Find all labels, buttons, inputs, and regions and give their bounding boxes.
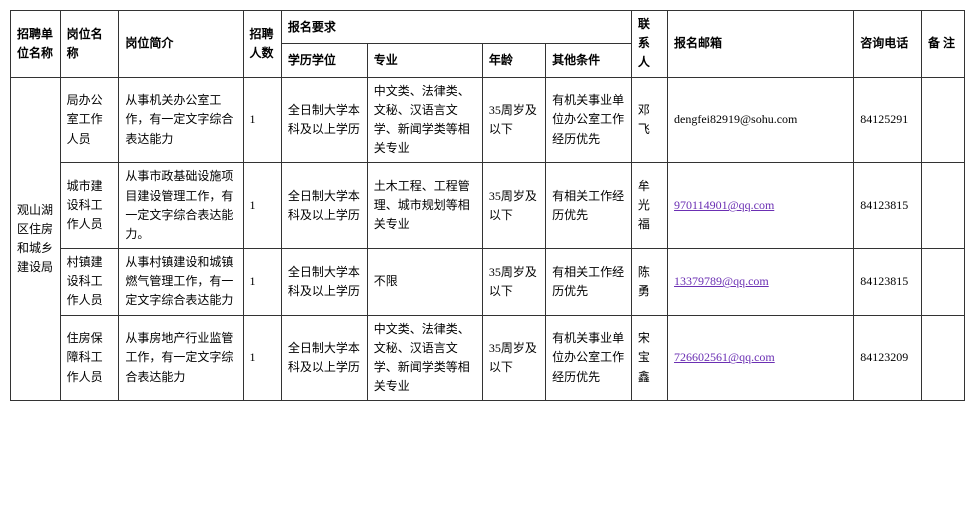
cell-email: 726602561@qq.com: [668, 315, 854, 401]
header-unit: 招聘单位名称: [11, 11, 61, 78]
cell-email: 970114901@qq.com: [668, 163, 854, 249]
table-row: 住房保障科工作人员从事房地产行业监管工作，有一定文字综合表达能力1全日制大学本科…: [11, 315, 965, 401]
cell-major: 中文类、法律类、文秘、汉语言文学、新闻学类等相关专业: [367, 77, 482, 163]
cell-phone: 84123815: [854, 163, 922, 249]
email-text: dengfei82919@sohu.com: [674, 112, 797, 126]
header-phone: 咨询电话: [854, 11, 922, 78]
cell-note: [922, 163, 965, 249]
cell-post: 村镇建设科工作人员: [60, 249, 119, 316]
cell-post: 住房保障科工作人员: [60, 315, 119, 401]
header-group-req: 报名要求: [281, 11, 631, 44]
cell-phone: 84125291: [854, 77, 922, 163]
cell-contact: 陈勇: [631, 249, 667, 316]
table-row: 村镇建设科工作人员从事村镇建设和城镇燃气管理工作，有一定文字综合表达能力1全日制…: [11, 249, 965, 316]
table-row: 城市建设科工作人员从事市政基础设施项目建设管理工作，有一定文字综合表达能力。1全…: [11, 163, 965, 249]
cell-desc: 从事市政基础设施项目建设管理工作，有一定文字综合表达能力。: [119, 163, 243, 249]
header-contact: 联系人: [631, 11, 667, 78]
cell-edu: 全日制大学本科及以上学历: [281, 163, 367, 249]
cell-age: 35周岁及以下: [482, 249, 545, 316]
header-post: 岗位名称: [60, 11, 119, 78]
recruitment-table: 招聘单位名称 岗位名称 岗位简介 招聘人数 报名要求 联系人 报名邮箱 咨询电话…: [10, 10, 965, 401]
cell-note: [922, 249, 965, 316]
cell-other: 有相关工作经历优先: [546, 163, 632, 249]
cell-age: 35周岁及以下: [482, 163, 545, 249]
cell-age: 35周岁及以下: [482, 315, 545, 401]
cell-unit: 观山湖区住房和城乡建设局: [11, 77, 61, 401]
cell-edu: 全日制大学本科及以上学历: [281, 315, 367, 401]
cell-email: dengfei82919@sohu.com: [668, 77, 854, 163]
email-link[interactable]: 726602561@qq.com: [674, 350, 775, 364]
cell-other: 有相关工作经历优先: [546, 249, 632, 316]
cell-desc: 从事房地产行业监管工作，有一定文字综合表达能力: [119, 315, 243, 401]
header-age: 年龄: [482, 44, 545, 77]
cell-num: 1: [243, 163, 281, 249]
cell-post: 局办公室工作人员: [60, 77, 119, 163]
cell-major: 不限: [367, 249, 482, 316]
header-desc: 岗位简介: [119, 11, 243, 78]
cell-desc: 从事机关办公室工作，有一定文字综合表达能力: [119, 77, 243, 163]
cell-desc: 从事村镇建设和城镇燃气管理工作，有一定文字综合表达能力: [119, 249, 243, 316]
cell-email: 13379789@qq.com: [668, 249, 854, 316]
cell-num: 1: [243, 249, 281, 316]
cell-contact: 牟光福: [631, 163, 667, 249]
cell-age: 35周岁及以下: [482, 77, 545, 163]
cell-phone: 84123209: [854, 315, 922, 401]
cell-other: 有机关事业单位办公室工作经历优先: [546, 77, 632, 163]
cell-note: [922, 315, 965, 401]
email-link[interactable]: 13379789@qq.com: [674, 274, 769, 288]
cell-major: 中文类、法律类、文秘、汉语言文学、新闻学类等相关专业: [367, 315, 482, 401]
email-link[interactable]: 970114901@qq.com: [674, 198, 774, 212]
header-email: 报名邮箱: [668, 11, 854, 78]
cell-contact: 邓飞: [631, 77, 667, 163]
header-other: 其他条件: [546, 44, 632, 77]
cell-phone: 84123815: [854, 249, 922, 316]
cell-post: 城市建设科工作人员: [60, 163, 119, 249]
header-major: 专业: [367, 44, 482, 77]
header-num: 招聘人数: [243, 11, 281, 78]
cell-note: [922, 77, 965, 163]
cell-edu: 全日制大学本科及以上学历: [281, 249, 367, 316]
cell-major: 土木工程、工程管理、城市规划等相关专业: [367, 163, 482, 249]
header-note: 备 注: [922, 11, 965, 78]
cell-num: 1: [243, 77, 281, 163]
table-row: 观山湖区住房和城乡建设局局办公室工作人员从事机关办公室工作，有一定文字综合表达能…: [11, 77, 965, 163]
cell-contact: 宋宝鑫: [631, 315, 667, 401]
header-edu: 学历学位: [281, 44, 367, 77]
cell-other: 有机关事业单位办公室工作经历优先: [546, 315, 632, 401]
cell-edu: 全日制大学本科及以上学历: [281, 77, 367, 163]
cell-num: 1: [243, 315, 281, 401]
